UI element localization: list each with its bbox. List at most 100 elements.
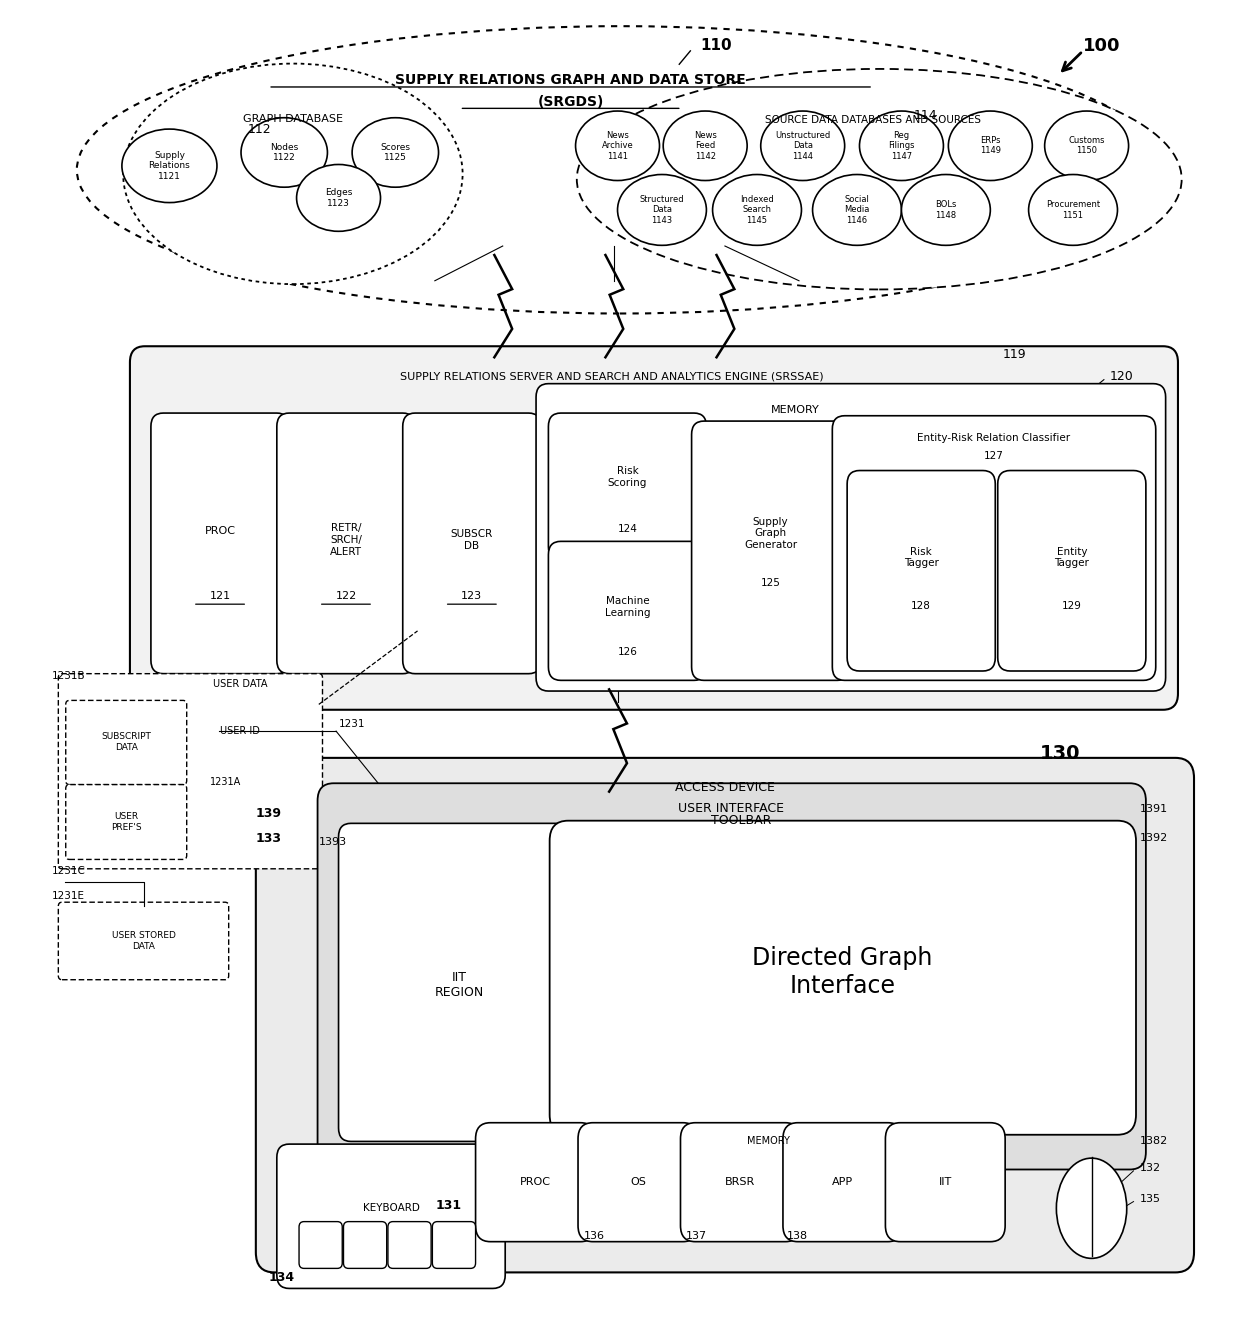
Ellipse shape [812,174,901,246]
Text: 138: 138 [787,1232,808,1241]
Ellipse shape [77,25,1163,314]
Text: Customs
1150: Customs 1150 [1069,136,1105,156]
Text: 1393: 1393 [319,837,347,847]
Text: USER
PREF'S: USER PREF'S [110,812,141,832]
Ellipse shape [901,174,991,246]
Text: Unstructured
Data
1144: Unstructured Data 1144 [775,132,831,161]
Text: 1382: 1382 [1140,1137,1168,1146]
Text: KEYBOARD: KEYBOARD [363,1204,420,1213]
Ellipse shape [575,111,660,181]
Text: Reg
Filings
1147: Reg Filings 1147 [888,132,915,161]
FancyBboxPatch shape [339,824,579,1142]
Text: 1391: 1391 [1140,804,1168,813]
Text: MEMORY: MEMORY [746,1137,790,1146]
Text: 121: 121 [210,592,231,601]
Text: BRSR: BRSR [725,1177,755,1188]
Text: SUBSCRIPT
DATA: SUBSCRIPT DATA [102,733,151,752]
Text: 112: 112 [247,123,270,137]
FancyBboxPatch shape [782,1123,903,1241]
Text: (SRGDS): (SRGDS) [537,95,604,109]
Text: Edges
1123: Edges 1123 [325,188,352,208]
Text: Scores
1125: Scores 1125 [381,142,410,162]
FancyBboxPatch shape [66,785,187,859]
FancyBboxPatch shape [998,471,1146,671]
Ellipse shape [1029,174,1117,246]
Text: 123: 123 [461,592,482,601]
Text: 1231A: 1231A [210,777,242,786]
Ellipse shape [296,165,381,231]
Text: News
Feed
1142: News Feed 1142 [693,132,717,161]
Text: BOLs
1148: BOLs 1148 [935,200,956,220]
Ellipse shape [577,68,1182,290]
Text: IIT
REGION: IIT REGION [435,972,484,998]
Text: 114: 114 [914,109,937,122]
Text: 1231B: 1231B [52,671,86,682]
Text: GRAPH DATABASE: GRAPH DATABASE [243,114,343,123]
Text: Procurement
1151: Procurement 1151 [1047,200,1100,220]
Text: 133: 133 [255,832,281,844]
Text: USER INTERFACE: USER INTERFACE [678,803,784,815]
Text: 128: 128 [911,600,931,611]
Text: Structured
Data
1143: Structured Data 1143 [640,195,684,225]
Text: 137: 137 [686,1232,707,1241]
Text: Risk
Tagger: Risk Tagger [904,546,939,568]
Text: 1231: 1231 [339,719,365,730]
Text: RETR/
SRCH/
ALERT: RETR/ SRCH/ ALERT [330,523,362,557]
Text: Machine
Learning: Machine Learning [605,596,650,617]
FancyBboxPatch shape [277,413,415,674]
Text: 127: 127 [985,451,1004,460]
Text: 124: 124 [618,525,637,534]
FancyBboxPatch shape [548,413,707,560]
Text: 122: 122 [335,592,357,601]
Ellipse shape [241,118,327,187]
Ellipse shape [1056,1158,1127,1259]
FancyBboxPatch shape [58,902,228,980]
Ellipse shape [1044,111,1128,181]
Text: Supply
Graph
Generator: Supply Graph Generator [744,517,797,550]
FancyBboxPatch shape [476,1123,595,1241]
Text: ERPs
1149: ERPs 1149 [980,136,1001,156]
Text: OS: OS [630,1177,646,1188]
Text: TOOLBAR: TOOLBAR [711,815,771,827]
Text: ACCESS DEVICE: ACCESS DEVICE [675,781,775,793]
FancyBboxPatch shape [151,413,289,674]
FancyBboxPatch shape [847,471,996,671]
FancyBboxPatch shape [549,821,1136,1135]
Ellipse shape [618,174,707,246]
FancyBboxPatch shape [832,416,1156,680]
FancyBboxPatch shape [255,758,1194,1272]
Ellipse shape [122,129,217,203]
Text: 135: 135 [1140,1194,1161,1204]
Text: 119: 119 [1003,348,1027,361]
Text: 131: 131 [436,1200,463,1212]
FancyBboxPatch shape [343,1221,387,1268]
Ellipse shape [713,174,801,246]
FancyBboxPatch shape [130,346,1178,710]
Text: Social
Media
1146: Social Media 1146 [844,195,869,225]
Text: USER ID: USER ID [219,726,259,737]
Ellipse shape [859,111,944,181]
Text: SOURCE DATA DATABASES AND SOURCES: SOURCE DATA DATABASES AND SOURCES [765,115,981,125]
FancyBboxPatch shape [885,1123,1006,1241]
FancyBboxPatch shape [536,384,1166,691]
Ellipse shape [663,111,748,181]
Text: SUPPLY RELATIONS SERVER AND SEARCH AND ANALYTICS ENGINE (SRSSAE): SUPPLY RELATIONS SERVER AND SEARCH AND A… [399,372,823,382]
FancyBboxPatch shape [66,701,187,785]
Ellipse shape [949,111,1033,181]
Ellipse shape [760,111,844,181]
FancyBboxPatch shape [299,1221,342,1268]
Text: 132: 132 [1140,1164,1161,1173]
FancyBboxPatch shape [58,674,322,868]
Text: 1231C: 1231C [52,867,86,876]
Text: Supply
Relations
1121: Supply Relations 1121 [149,150,190,181]
Text: 1231E: 1231E [52,891,86,900]
Text: 136: 136 [584,1232,605,1241]
Ellipse shape [352,118,439,187]
Text: 126: 126 [618,647,637,658]
Text: News
Archive
1141: News Archive 1141 [601,132,634,161]
FancyBboxPatch shape [317,784,1146,1169]
FancyBboxPatch shape [433,1221,476,1268]
Text: 120: 120 [1110,370,1133,384]
FancyBboxPatch shape [548,541,707,680]
Text: 100: 100 [1083,36,1121,55]
